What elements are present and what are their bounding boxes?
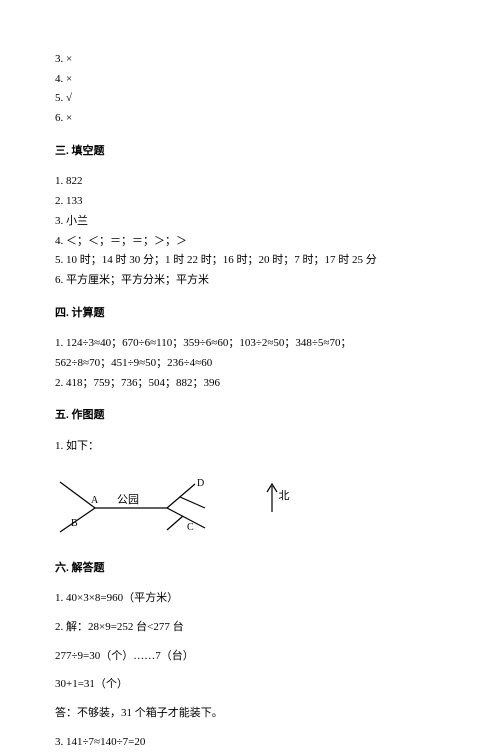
calc-1b: 562÷8≈70；451÷9≈50；236÷4≈60 — [55, 354, 445, 373]
judge-5: 5. √ — [55, 89, 445, 108]
solve-3: 3. 141÷7≈140÷7=20 — [55, 733, 445, 752]
section-draw-title: 五. 作图题 — [55, 406, 445, 425]
label-a: A — [91, 495, 99, 506]
north-label: 北 — [279, 487, 290, 506]
section-calc-title: 四. 计算题 — [55, 304, 445, 323]
section-fillblank-title: 三. 填空题 — [55, 142, 445, 161]
fillblank-2: 2. 133 — [55, 192, 445, 211]
calc-2: 2. 418；759；736；504；882；396 — [55, 374, 445, 393]
solve-2c: 30+1=31（个） — [55, 675, 445, 694]
judge-4: 4. × — [55, 70, 445, 89]
solve-2: 2. 解：28×9=252 台<277 台 — [55, 618, 445, 637]
fillblank-4: 4. ＜；＜；＝；＝；＞；＞ — [55, 232, 445, 251]
calc-1: 1. 124÷3≈40；670÷6≈110；359÷6≈60；103÷2≈50；… — [55, 334, 445, 353]
label-b: B — [71, 518, 78, 529]
draw-1: 1. 如下： — [55, 437, 445, 456]
section-solve-title: 六. 解答题 — [55, 559, 445, 578]
solve-1: 1. 40×3×8=960（平方米） — [55, 589, 445, 608]
fillblank-1: 1. 822 — [55, 172, 445, 191]
fillblank-3: 3. 小兰 — [55, 212, 445, 231]
label-park: 公园 — [117, 493, 139, 506]
solve-2b: 277÷9=30（个）……7（台） — [55, 647, 445, 666]
fillblank-6: 6. 平方厘米；平方分米；平方米 — [55, 271, 445, 290]
label-c: C — [187, 522, 194, 533]
park-diagram: A B C D 公园 — [55, 470, 235, 545]
diagram-container: A B C D 公园 北 — [55, 470, 445, 545]
judge-3: 3. × — [55, 50, 445, 69]
north-indicator: 北 — [265, 480, 279, 534]
north-arrow-icon — [265, 480, 279, 515]
fillblank-5: 5. 10 时；14 时 30 分；1 时 22 时；16 时；20 时；7 时… — [55, 251, 445, 270]
label-d: D — [197, 478, 204, 489]
judge-6: 6. × — [55, 109, 445, 128]
